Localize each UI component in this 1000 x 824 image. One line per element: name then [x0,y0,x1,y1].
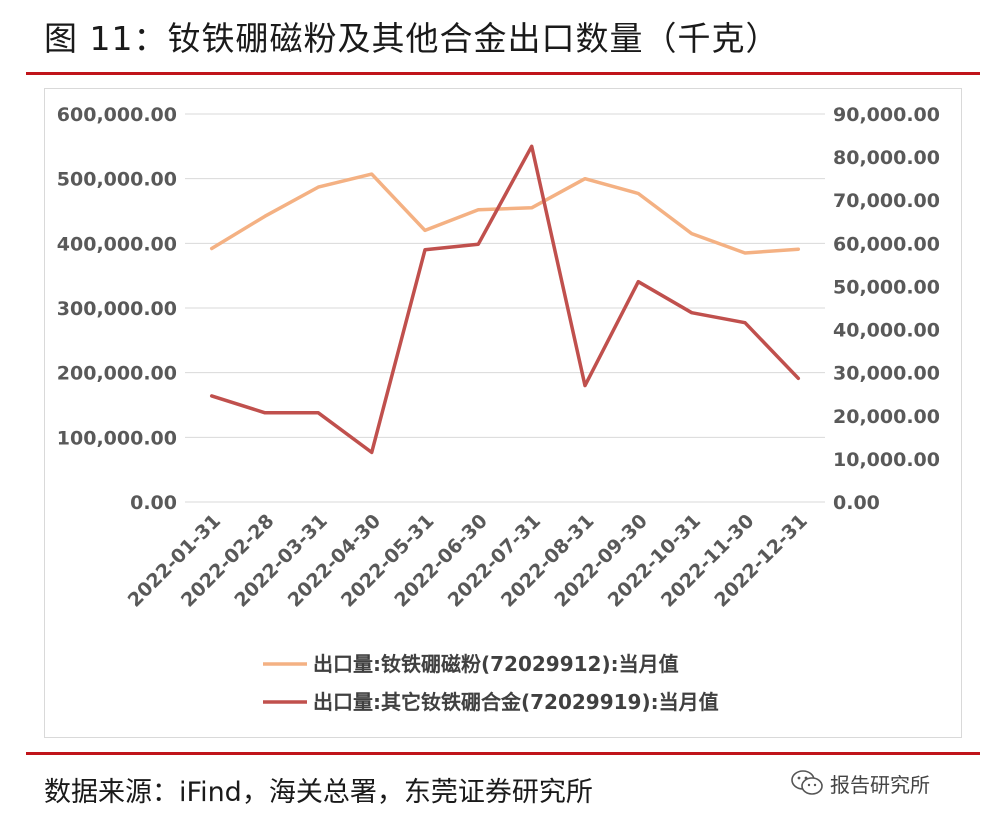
right-tick-label: 70,000.00 [833,190,940,212]
right-axis-ticks: 0.00 10,000.00 20,000.00 30,000.00 40,000.00… [833,104,940,514]
chart-legend: 出口量:钕铁硼磁粉(72029912):当月值出口量:其它钕铁硼合金(72029… [263,652,719,714]
grid-lines [185,113,825,503]
source-note: 数据来源：iFind，海关总署，东莞证券研究所 [44,777,593,808]
watermark: 报告研究所 [790,768,930,798]
right-tick-label: 50,000.00 [833,276,940,298]
series-lines [209,144,801,455]
series-line-2 [209,144,801,455]
left-tick-label: 500,000.00 [57,169,177,191]
right-tick-label: 0.00 [833,492,880,514]
x-tick-label: 2022-05-31 [337,510,439,612]
x-tick-label: 2022-08-31 [497,510,599,612]
title-divider [26,72,980,75]
x-tick-label: 2022-03-31 [230,510,332,612]
left-tick-label: 200,000.00 [57,363,177,385]
right-tick-label: 90,000.00 [833,104,940,126]
legend-label-2: 出口量:其它钕铁硼合金(72029919):当月值 [313,690,719,714]
x-tick-label: 2022-02-28 [177,510,279,612]
x-tick-label: 2022-07-31 [444,510,546,612]
line-chart: 0.00 100,000.00 200,000.00 300,000.00 400,00… [57,104,940,714]
right-tick-label: 20,000.00 [833,406,940,428]
left-axis-ticks: 0.00 100,000.00 200,000.00 300,000.00 400,00… [57,104,177,514]
series-line-1 [209,172,801,255]
left-tick-label: 400,000.00 [57,233,177,255]
right-tick-label: 30,000.00 [833,363,940,385]
left-tick-label: 100,000.00 [57,427,177,449]
x-tick-label: 2022-10-31 [604,510,706,612]
left-tick-label: 300,000.00 [57,298,177,320]
legend-label-1: 出口量:钕铁硼磁粉(72029912):当月值 [313,652,679,676]
chart-frame: 0.00 100,000.00 200,000.00 300,000.00 400,00… [44,88,962,738]
wechat-icon [791,770,823,795]
x-tick-label: 2022-09-30 [550,510,652,612]
left-tick-label: 600,000.00 [57,104,177,126]
x-tick-label: 2022-11-30 [657,510,759,612]
page-title: 图 11：钕铁硼磁粉及其他合金出口数量（千克） [44,19,780,58]
left-tick-label: 0.00 [130,492,177,514]
right-tick-label: 60,000.00 [833,233,940,255]
x-tick-label: 2022-06-30 [390,510,492,612]
x-tick-label: 2022-12-31 [710,510,812,612]
x-tick-label: 2022-01-31 [124,510,226,612]
right-tick-label: 40,000.00 [833,320,940,342]
x-axis-ticks: 2022-01-312022-02-282022-03-312022-04-30… [124,510,812,612]
x-tick-label: 2022-04-30 [284,510,386,612]
footer-divider [26,752,980,755]
right-tick-label: 80,000.00 [833,147,940,169]
watermark-text: 报告研究所 [830,772,930,797]
right-tick-label: 10,000.00 [833,449,940,471]
